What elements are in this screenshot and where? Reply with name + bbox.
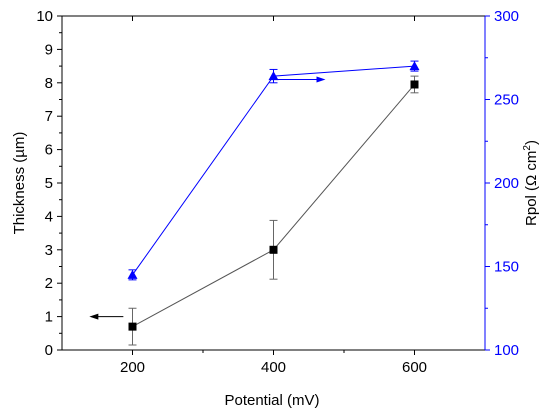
y-left-tick-label: 6 — [45, 142, 53, 159]
x-tick-label: 400 — [261, 359, 286, 376]
y-axis-left-label: Thickness (µm) — [11, 132, 28, 235]
y-left-tick-label: 2 — [45, 275, 53, 292]
annotation-arrowhead-1 — [316, 76, 326, 83]
y-left-tick-label: 9 — [45, 41, 53, 58]
data-point-triangle — [127, 269, 138, 279]
y-left-tick-label: 8 — [45, 75, 53, 92]
y-left-tick-label: 5 — [45, 175, 53, 192]
data-point-triangle — [268, 71, 279, 81]
y-left-tick-label: 0 — [45, 342, 53, 359]
y-right-tick-label: 250 — [494, 92, 519, 109]
data-point-square — [410, 80, 419, 89]
y-left-tick-label: 10 — [36, 8, 53, 25]
x-tick-label: 200 — [120, 359, 145, 376]
annotation-arrowhead-0 — [89, 313, 99, 320]
y-left-tick-label: 1 — [45, 309, 53, 326]
y-axis-right-label: Rpol (Ω cm2) — [522, 140, 540, 226]
y-right-tick-label: 300 — [494, 8, 519, 25]
data-point-triangle — [409, 61, 420, 71]
y-left-tick-label: 4 — [45, 208, 53, 225]
y-left-tick-label: 7 — [45, 108, 53, 125]
y-right-tick-label: 100 — [494, 342, 519, 359]
series-line-0 — [132, 84, 415, 328]
data-point-square — [269, 245, 278, 254]
data-point-square — [128, 322, 137, 331]
x-axis-label: Potential (mV) — [224, 392, 319, 409]
y-right-tick-label: 150 — [494, 259, 519, 276]
y-right-tick-label: 200 — [494, 175, 519, 192]
y-left-tick-label: 3 — [45, 242, 53, 259]
x-tick-label: 600 — [402, 359, 427, 376]
